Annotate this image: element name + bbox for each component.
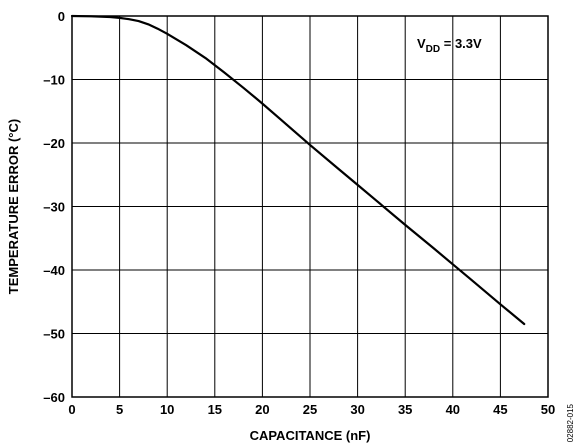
x-tick-label: 25 xyxy=(303,402,317,417)
plot-frame xyxy=(71,15,549,398)
annotation-main: V xyxy=(417,36,426,51)
x-tick-label: 40 xyxy=(446,402,460,417)
x-tick-label: 45 xyxy=(493,402,507,417)
vdd-annotation: VDD = 3.3V xyxy=(417,36,482,55)
y-tick-label: –50 xyxy=(43,327,65,342)
x-tick-label: 10 xyxy=(160,402,174,417)
annotation-subscript: DD xyxy=(426,44,440,55)
grid-lines xyxy=(72,16,548,397)
x-tick-label: 5 xyxy=(116,402,123,417)
y-tick-labels: 0 –10 –20 –30 –40 –50 –60 xyxy=(43,9,65,405)
x-tick-label: 30 xyxy=(350,402,364,417)
series-group xyxy=(70,14,526,326)
x-tick-label: 35 xyxy=(398,402,412,417)
x-tick-label: 20 xyxy=(255,402,269,417)
y-axis-title: TEMPERATURE ERROR (°C) xyxy=(6,119,21,294)
y-tick-label: 0 xyxy=(58,9,65,24)
y-tick-label: –20 xyxy=(43,136,65,151)
y-tick-label: –60 xyxy=(43,390,65,405)
y-tick-label: –10 xyxy=(43,73,65,88)
figure-id-label: 02882-015 xyxy=(566,403,575,442)
x-tick-label: 15 xyxy=(208,402,222,417)
x-tick-labels: 0 5 10 15 20 25 30 35 40 45 50 xyxy=(68,402,555,417)
y-tick-label: –40 xyxy=(43,263,65,278)
y-tick-label: –30 xyxy=(43,200,65,215)
x-axis-title: CAPACITANCE (nF) xyxy=(250,428,371,443)
annotation-rest: = 3.3V xyxy=(440,36,482,51)
x-tick-label: 50 xyxy=(541,402,555,417)
series-line-0 xyxy=(70,14,526,326)
x-tick-label: 0 xyxy=(68,402,75,417)
